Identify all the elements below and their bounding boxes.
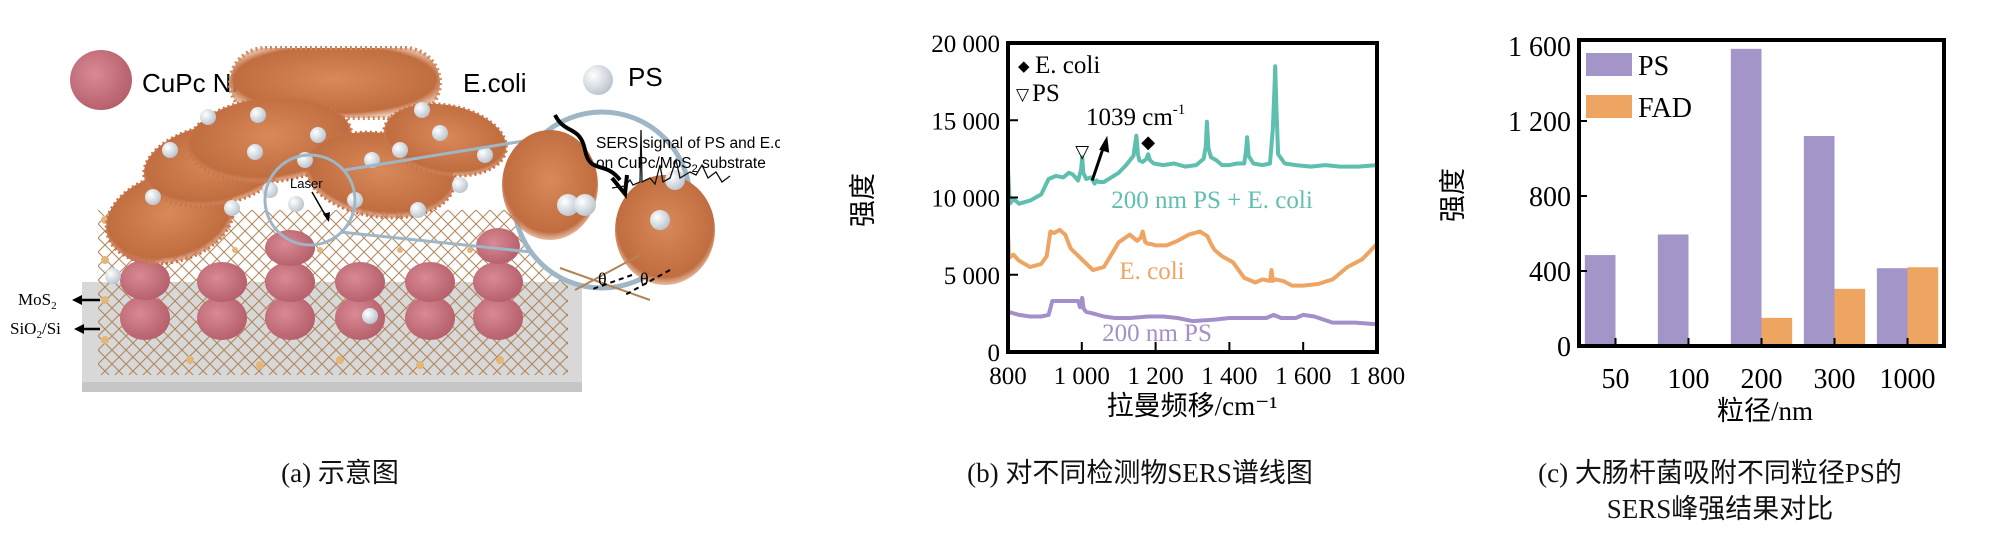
x-axis-label-b: 拉曼频移/cm⁻¹	[1107, 391, 1278, 421]
panel-b-spectra: 800 1 000 1 200 1 400 1 600 1 800 0 5 000 10 000…	[830, 0, 1410, 553]
sio2-label: SiO2/Si	[10, 319, 61, 341]
x-tick-label-c: 300	[1814, 364, 1856, 395]
caption-c-line1: (c) 大肠杆菌吸附不同粒径PS的	[1538, 458, 1902, 488]
caption-b: (b) 对不同检测物SERS谱线图	[967, 458, 1313, 488]
legend-marker-ps-label: PS	[1032, 80, 1060, 107]
series-label-purple: 200 nm PS	[1102, 320, 1212, 347]
x-tick-label-b: 1 400	[1201, 363, 1257, 390]
peak-marker-0: ▽	[1075, 141, 1089, 161]
spectrum-line-0	[1006, 64, 1378, 206]
x-tick-label-b: 1 600	[1275, 363, 1331, 390]
y-tick-label-b: 15 000	[931, 108, 1000, 135]
sers-label-line2: on CuPc/MoS2 substrate	[596, 155, 766, 175]
spectrum-line-2	[1007, 295, 1378, 327]
bar-fad-300	[1834, 288, 1866, 346]
annotation-1039: 1039 cm-1	[1086, 102, 1185, 131]
theta-label-1: θ	[598, 269, 607, 289]
legend-c: PS FAD	[1586, 51, 1692, 124]
x-tick-label-b: 1 000	[1054, 363, 1110, 390]
y-tick-label-c: 0	[1557, 332, 1571, 363]
y-tick-label-c: 400	[1529, 257, 1571, 288]
x-tick-label-b: 800	[989, 363, 1027, 390]
mos2-label: MoS2	[18, 290, 57, 312]
legend-label-fad: FAD	[1638, 93, 1692, 124]
legend-label-ps: PS	[1638, 51, 1669, 82]
peak-marker-1: ◆	[1141, 132, 1155, 152]
x-tick-label-c: 50	[1602, 364, 1630, 395]
x-tick-label-c: 200	[1741, 364, 1783, 395]
sers-signal-trace	[611, 129, 731, 189]
x-tick-label-b: 1 200	[1127, 363, 1183, 390]
ecoli-bacteria	[104, 96, 508, 266]
bar-fad-200	[1761, 317, 1793, 346]
theta-label-2: θ	[640, 269, 649, 289]
legend-markers-b: ◆ E. coli ▽ PS	[1016, 52, 1100, 107]
x-axis-label-c: 粒径/nm	[1717, 396, 1813, 426]
legend-swatch-ps	[1586, 53, 1632, 76]
caption-c: (c) 大肠杆菌吸附不同粒径PS的 SERS峰强结果对比	[1480, 455, 1960, 527]
series-label-orange: E. coli	[1119, 258, 1184, 285]
annotation-arrow	[1090, 135, 1110, 181]
ps-legend-icon	[583, 65, 613, 95]
y-tick-label-b: 5 000	[944, 263, 1000, 290]
legend-marker-ecoli-label: E. coli	[1035, 52, 1100, 79]
y-axis-label-c: 强度	[1438, 168, 1468, 222]
bar-ps-200	[1730, 48, 1762, 346]
y-tick-label-c: 800	[1529, 182, 1571, 213]
series-label-green: 200 nm PS + E. coli	[1111, 187, 1313, 214]
schematic-illustration: CuPc NPs E.coli PS	[10, 46, 798, 392]
caption-a: (a) 示意图	[281, 458, 399, 488]
panel-c-bar: 50 100 200 300 1000 0 400 800 1 200 1 600 PS FAD …	[1420, 0, 1999, 553]
panel-a-schematic: CuPc NPs E.coli PS	[0, 0, 798, 553]
sers-spectra-chart: 800 1 000 1 200 1 400 1 600 1 800 0 5 000 10 000…	[848, 31, 1405, 421]
laser-wave-arrow	[553, 114, 622, 182]
y-tick-label-c: 1 600	[1508, 32, 1571, 63]
magnified-view: θ θ	[502, 109, 715, 301]
legend-marker-ecoli-symbol: ◆	[1018, 59, 1030, 75]
bar-ps-300	[1803, 136, 1835, 346]
y-tick-label-b: 10 000	[931, 186, 1000, 213]
x-tick-label-c: 100	[1668, 364, 1710, 395]
y-tick-label-b: 20 000	[931, 31, 1000, 58]
caption-c-line2: SERS峰强结果对比	[1606, 494, 1834, 524]
zoom-region-circle	[263, 153, 357, 247]
bar-fad-1000	[1907, 267, 1939, 346]
bar-ps-100	[1657, 234, 1689, 346]
ps-legend-label: PS	[628, 62, 663, 92]
y-tick-label-c: 1 200	[1508, 107, 1571, 138]
cupc-legend-icon	[70, 50, 132, 110]
ps-particles	[105, 102, 493, 324]
laser-label: Laser	[290, 176, 323, 191]
legend-swatch-fad	[1586, 95, 1632, 118]
bar-ps-50	[1584, 255, 1616, 346]
legend-marker-ps-symbol: ▽	[1016, 85, 1030, 104]
spectrum-line-1	[1006, 227, 1379, 288]
x-tick-label-c: 1000	[1880, 364, 1936, 395]
y-axis-label-b: 强度	[848, 173, 878, 227]
y-tick-label-b: 0	[988, 340, 1001, 367]
sers-label-line1: SERS signal of PS and E.coli	[596, 135, 780, 152]
ecoli-legend-label: E.coli	[463, 68, 527, 98]
bar-ps-1000	[1876, 268, 1908, 346]
x-tick-label-b: 1 800	[1349, 363, 1405, 390]
